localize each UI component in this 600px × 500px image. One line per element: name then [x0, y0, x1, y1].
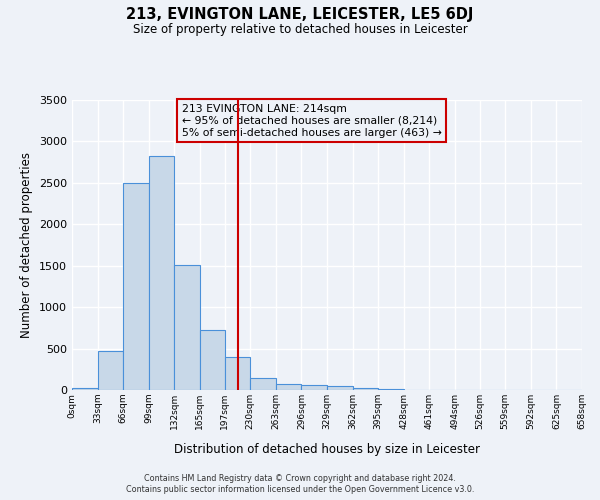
Y-axis label: Number of detached properties: Number of detached properties	[20, 152, 34, 338]
Bar	[301, 386, 327, 390]
Text: Size of property relative to detached houses in Leicester: Size of property relative to detached ho…	[133, 22, 467, 36]
Bar	[72, 388, 98, 390]
Bar	[200, 330, 224, 390]
Text: Contains public sector information licensed under the Open Government Licence v3: Contains public sector information licen…	[126, 485, 474, 494]
Text: Distribution of detached houses by size in Leicester: Distribution of detached houses by size …	[174, 442, 480, 456]
Bar	[250, 378, 276, 390]
Bar	[123, 183, 149, 390]
Bar	[327, 386, 353, 390]
Bar	[224, 357, 250, 390]
Bar	[98, 351, 123, 390]
Text: 213 EVINGTON LANE: 214sqm
← 95% of detached houses are smaller (8,214)
5% of sem: 213 EVINGTON LANE: 214sqm ← 95% of detac…	[182, 104, 442, 138]
Text: 213, EVINGTON LANE, LEICESTER, LE5 6DJ: 213, EVINGTON LANE, LEICESTER, LE5 6DJ	[127, 8, 473, 22]
Bar	[175, 265, 200, 390]
Bar	[378, 389, 404, 390]
Bar	[353, 388, 378, 390]
Text: Contains HM Land Registry data © Crown copyright and database right 2024.: Contains HM Land Registry data © Crown c…	[144, 474, 456, 483]
Bar	[149, 156, 175, 390]
Bar	[276, 384, 301, 390]
